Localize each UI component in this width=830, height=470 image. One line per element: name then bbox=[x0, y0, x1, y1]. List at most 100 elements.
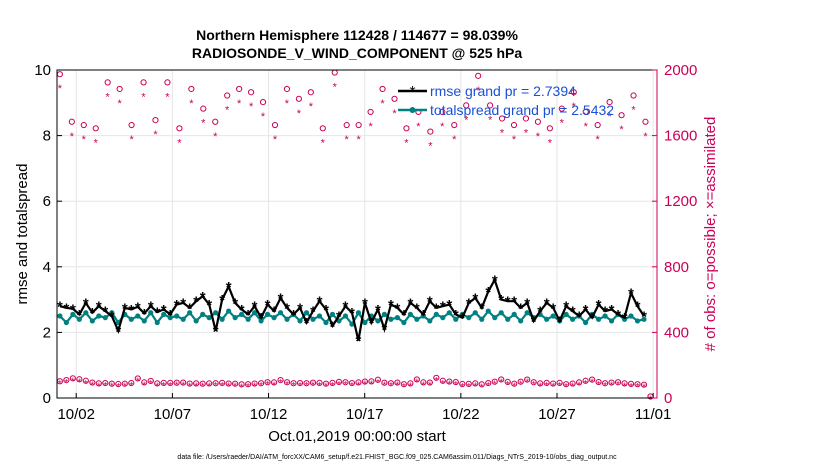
obs-peak-assimilated-point: * bbox=[129, 134, 134, 146]
obs-peak-possible-point bbox=[379, 85, 386, 93]
obs-possible-point bbox=[550, 380, 557, 387]
obs-peak-assimilated-point: * bbox=[345, 134, 350, 146]
totalspread-point bbox=[433, 311, 439, 317]
rmse-point: * bbox=[356, 333, 362, 350]
x-tick-label: 10/12 bbox=[250, 406, 288, 423]
obs-peak-assimilated-point: * bbox=[631, 105, 636, 117]
obs-assimilated-point: * bbox=[486, 381, 490, 392]
obs-possible-point bbox=[335, 378, 343, 386]
obs-peak-assimilated-point: * bbox=[261, 111, 266, 123]
obs-peak-possible-point bbox=[546, 125, 553, 132]
obs-assimilated-point: * bbox=[246, 382, 250, 393]
totalspread-point bbox=[148, 310, 154, 316]
y-tick-label: 10 bbox=[34, 62, 51, 79]
totalspread-point bbox=[187, 310, 193, 316]
obs-peak-assimilated-point: * bbox=[440, 121, 445, 133]
obs-peak-possible-point bbox=[534, 118, 542, 125]
totalspread-point bbox=[544, 316, 550, 322]
obs-possible-point bbox=[355, 379, 362, 386]
obs-possible-point bbox=[387, 380, 394, 387]
obs-peak-assimilated-point: * bbox=[201, 118, 206, 130]
obs-assimilated-point: * bbox=[201, 382, 205, 393]
legend-rmse-label: rmse grand pr = 2.7394 bbox=[430, 83, 576, 99]
obs-assimilated-point: * bbox=[253, 382, 257, 393]
obs-peak-possible-point bbox=[403, 125, 410, 132]
obs-assimilated-point: * bbox=[272, 380, 276, 391]
obs-possible-point bbox=[426, 379, 433, 386]
obs-possible-point bbox=[193, 380, 200, 387]
totalspread-point bbox=[446, 310, 452, 316]
chart-subtitle: RADIOSONDE_V_WIND_COMPONENT @ 525 hPa bbox=[192, 45, 522, 61]
obs-assimilated-point: * bbox=[149, 379, 153, 390]
totalspread-point bbox=[505, 316, 511, 322]
totalspread-point bbox=[511, 311, 517, 317]
rmse-point: * bbox=[622, 310, 628, 327]
rmse-point: * bbox=[602, 304, 608, 321]
obs-assimilated-point: * bbox=[285, 380, 289, 391]
obs-assimilated-point: * bbox=[266, 380, 270, 391]
obs-peak-possible-point bbox=[510, 121, 518, 129]
totalspread-point bbox=[70, 311, 76, 317]
obs-assimilated-point: * bbox=[298, 381, 302, 392]
obs-peak-assimilated-point: * bbox=[106, 91, 111, 103]
totalspread-point bbox=[303, 310, 310, 316]
obs-peak-possible-point bbox=[475, 72, 482, 79]
obs-possible-point bbox=[537, 380, 544, 387]
totalspread-point bbox=[641, 316, 647, 322]
obs-assimilated-point: * bbox=[162, 381, 166, 392]
obs-assimilated-point: * bbox=[590, 378, 594, 389]
obs-possible-point bbox=[296, 379, 304, 387]
obs-assimilated-point: * bbox=[363, 380, 367, 391]
obs-possible-point bbox=[303, 380, 310, 387]
obs-peak-possible-point bbox=[331, 69, 338, 76]
obs-assimilated-point: * bbox=[395, 381, 399, 392]
rmse-point: * bbox=[141, 306, 147, 323]
rmse-point: * bbox=[414, 300, 420, 317]
totalspread-point bbox=[277, 310, 284, 316]
totalspread-point bbox=[550, 313, 556, 319]
rmse-point: * bbox=[76, 307, 82, 324]
rmse-point: * bbox=[336, 309, 342, 326]
obs-peak-assimilated-point: * bbox=[572, 101, 577, 113]
rmse-point: * bbox=[609, 302, 615, 319]
obs-peak-assimilated-point: * bbox=[177, 137, 182, 149]
totalspread-point bbox=[362, 319, 368, 326]
obs-peak-possible-point bbox=[319, 125, 326, 132]
x-tick-label: 10/22 bbox=[442, 406, 480, 423]
obs-peak-possible-point bbox=[427, 128, 434, 135]
totalspread-point bbox=[479, 316, 485, 322]
obs-peak-possible-point bbox=[68, 118, 75, 125]
rmse-point: * bbox=[89, 305, 95, 322]
obs-possible-point bbox=[563, 381, 570, 388]
totalspread-point bbox=[57, 313, 63, 319]
obs-possible-point bbox=[524, 376, 531, 383]
x-tick-label: 10/07 bbox=[154, 406, 192, 423]
obs-assimilated-point: * bbox=[103, 381, 107, 392]
rmse-point: * bbox=[115, 323, 121, 340]
obs-peak-assimilated-point: * bbox=[500, 127, 505, 139]
obs-assimilated-point: * bbox=[129, 381, 133, 392]
obs-assimilated-point: * bbox=[259, 381, 263, 392]
obs-possible-point bbox=[601, 380, 609, 387]
totalspread-point bbox=[135, 313, 141, 319]
rmse-point: * bbox=[252, 299, 258, 316]
rmse-point: * bbox=[167, 307, 173, 324]
rmse-point: * bbox=[180, 295, 186, 312]
obs-assimilated-point: * bbox=[623, 381, 627, 392]
obs-possible-point bbox=[69, 375, 76, 382]
obs-assimilated-point: * bbox=[369, 379, 373, 390]
rmse-point: * bbox=[635, 299, 641, 316]
obs-possible-point bbox=[348, 379, 356, 387]
obs-assimilated-point: * bbox=[610, 381, 614, 392]
obs-possible-point bbox=[264, 379, 271, 386]
totalspread-point bbox=[174, 313, 180, 319]
obs-assimilated-point: * bbox=[123, 382, 127, 393]
rmse-point: * bbox=[407, 295, 413, 312]
obs-assimilated-point: * bbox=[382, 381, 386, 392]
obs-possible-point bbox=[439, 377, 446, 384]
rmse-point: * bbox=[219, 292, 225, 309]
rmse-point: * bbox=[524, 295, 530, 312]
rmse-point: * bbox=[570, 304, 576, 321]
obs-peak-assimilated-point: * bbox=[524, 127, 529, 139]
obs-assimilated-point: * bbox=[324, 382, 328, 393]
